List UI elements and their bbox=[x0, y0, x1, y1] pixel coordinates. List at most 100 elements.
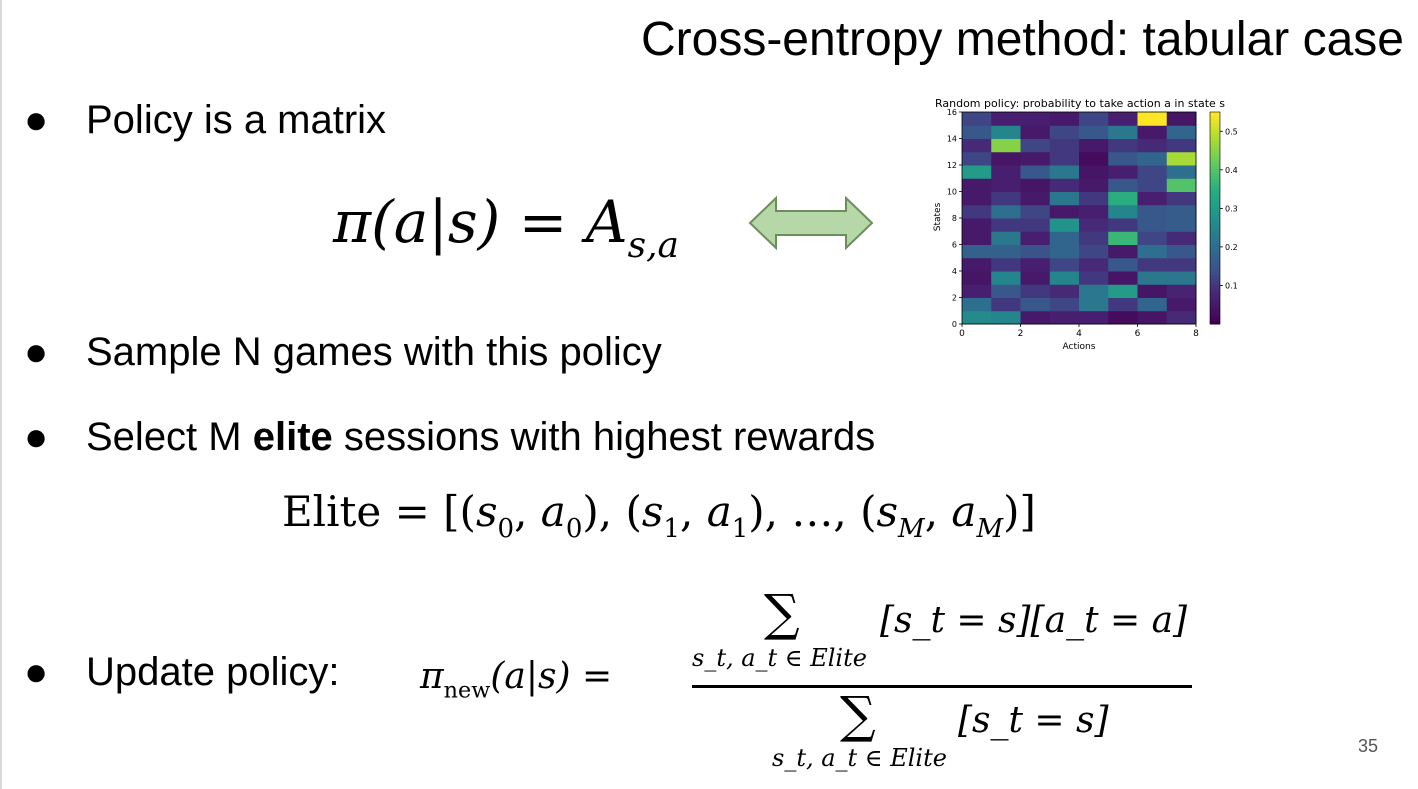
colorbar-segment bbox=[1210, 112, 1220, 117]
heatmap-cell bbox=[991, 204, 1021, 219]
heatmap-cell bbox=[1108, 218, 1138, 232]
bullet-dot: ● bbox=[24, 98, 49, 142]
heatmap-cell bbox=[1108, 204, 1138, 219]
update-lhs-rest: (a|s) = bbox=[490, 656, 613, 697]
colorbar-segment bbox=[1210, 196, 1220, 201]
plot-frame bbox=[961, 111, 1197, 325]
heatmap-cell bbox=[1137, 151, 1168, 166]
heatmap-cell bbox=[962, 231, 992, 245]
colorbar-segment bbox=[1210, 228, 1220, 233]
heatmap-cell bbox=[1079, 218, 1109, 232]
heatmap-cell bbox=[1049, 284, 1080, 298]
heatmap-cell bbox=[1079, 310, 1109, 325]
colorbar-segment bbox=[1210, 140, 1220, 145]
bullet-dot: ● bbox=[24, 330, 49, 374]
colorbar-tick-label: 0.3 bbox=[1225, 204, 1238, 213]
bullet-select-elite: ● Select M elite sessions with highest re… bbox=[24, 415, 875, 460]
colorbar-segment bbox=[1210, 239, 1220, 244]
heatmap-cell bbox=[991, 218, 1021, 232]
elite-s1-sub: 1 bbox=[663, 513, 680, 544]
heatmap-cell bbox=[1020, 178, 1051, 192]
heatmap-cell bbox=[1079, 125, 1109, 139]
colorbar-segment bbox=[1210, 172, 1220, 177]
colorbar-segment bbox=[1210, 267, 1220, 272]
colorbar-segment bbox=[1210, 253, 1220, 258]
heatmap-cell bbox=[1166, 231, 1197, 245]
bullet-text: Sample N games with this policy bbox=[86, 330, 662, 374]
bullet-update-policy: ● Update policy: bbox=[24, 650, 339, 695]
colorbar-tick-label: 0.1 bbox=[1225, 281, 1238, 290]
bullet-sample-games: ● Sample N games with this policy bbox=[24, 330, 662, 375]
bullet-dot: ● bbox=[24, 415, 49, 459]
heatmap-cell bbox=[1166, 218, 1197, 232]
numerator-sum-limit: s_t, a_t ∈ Elite bbox=[692, 644, 867, 672]
heatmap-cell bbox=[1137, 271, 1168, 285]
heatmap-cell bbox=[1137, 112, 1168, 126]
heatmap-cell bbox=[991, 284, 1021, 298]
colorbar-segment bbox=[1210, 292, 1220, 297]
heatmap-cell bbox=[1166, 310, 1197, 325]
heatmap-cell bbox=[1166, 191, 1197, 206]
heatmap-cell bbox=[991, 125, 1021, 139]
heatmap-cell bbox=[1166, 284, 1197, 298]
colorbar-segment bbox=[1210, 235, 1220, 240]
denominator-text: [s_t = s] bbox=[958, 700, 1109, 741]
heatmap-cell bbox=[1049, 218, 1080, 232]
heatmap-cell bbox=[1137, 218, 1168, 232]
heatmap-cell bbox=[1137, 125, 1168, 139]
colorbar-segment bbox=[1210, 189, 1220, 194]
colorbar-frame bbox=[1209, 111, 1221, 325]
heatmap-cell bbox=[1079, 244, 1109, 259]
heatmap-cell bbox=[1108, 112, 1138, 126]
elite-s1: s bbox=[641, 487, 664, 536]
colorbar-tick-label: 0.5 bbox=[1225, 127, 1238, 136]
colorbar-segment bbox=[1210, 246, 1220, 251]
heatmap-cell bbox=[962, 191, 992, 206]
heatmap-cell bbox=[1020, 165, 1051, 179]
colorbar-segment bbox=[1210, 281, 1220, 286]
heatmap-cell bbox=[962, 138, 992, 153]
double-arrow-icon bbox=[748, 196, 874, 250]
heatmap-cell bbox=[1166, 165, 1197, 179]
colorbar-segment bbox=[1210, 214, 1220, 219]
heatmap-cell bbox=[1137, 310, 1168, 325]
colorbar-segment bbox=[1210, 126, 1220, 131]
policy-equation-subscript: s,a bbox=[627, 225, 679, 267]
heatmap-cell bbox=[962, 204, 992, 219]
heatmap-cell bbox=[1049, 204, 1080, 219]
heatmap-cell bbox=[991, 165, 1021, 179]
heatmap-cell bbox=[1108, 244, 1138, 259]
numerator-text: [s_t = s][a_t = a] bbox=[880, 600, 1188, 641]
page-number: 35 bbox=[1357, 736, 1378, 756]
x-tick-label: 4 bbox=[1076, 329, 1082, 339]
bullet-text-after: sessions with highest rewards bbox=[332, 415, 876, 459]
heatmap-cell bbox=[1049, 310, 1080, 325]
elite-equation: Elite = [(s0, a0), (s1, a1), …, (sM, aM)… bbox=[282, 487, 1036, 544]
heatmap-cell bbox=[1020, 204, 1051, 219]
update-pi-sub: new bbox=[443, 677, 491, 704]
heatmap-cell bbox=[991, 151, 1021, 166]
heatmap-cell bbox=[991, 297, 1021, 312]
update-equation-fraction: ∑ [s_t = s][a_t = a] s_t, a_t ∈ Elite ∑ … bbox=[692, 584, 1192, 780]
chart-y-axis-label: States bbox=[933, 202, 943, 231]
chart-title: Random policy: probability to take actio… bbox=[935, 97, 1225, 110]
bullet-text-before: Select M bbox=[86, 415, 253, 459]
colorbar-tick-label: 0.2 bbox=[1225, 243, 1238, 252]
heatmap-cell bbox=[1137, 191, 1168, 206]
update-pi: π bbox=[420, 656, 444, 697]
heatmap-cell bbox=[1137, 204, 1168, 219]
heatmap-cell bbox=[1108, 165, 1138, 179]
bullet-text: Policy is a matrix bbox=[86, 98, 387, 142]
fraction-bar bbox=[692, 685, 1192, 688]
heatmap-cell bbox=[1079, 138, 1109, 153]
colorbar-segment bbox=[1210, 115, 1220, 120]
heatmap-cell bbox=[991, 257, 1021, 272]
colorbar-segment bbox=[1210, 168, 1220, 173]
heatmap-cell bbox=[1079, 165, 1109, 179]
colorbar-segment bbox=[1210, 147, 1220, 152]
heatmap-cell bbox=[1137, 244, 1168, 259]
elite-s0: s bbox=[475, 487, 498, 536]
denominator-sum-symbol: ∑ bbox=[840, 686, 876, 744]
heatmap-cell bbox=[991, 138, 1021, 153]
colorbar-segment bbox=[1210, 295, 1220, 300]
